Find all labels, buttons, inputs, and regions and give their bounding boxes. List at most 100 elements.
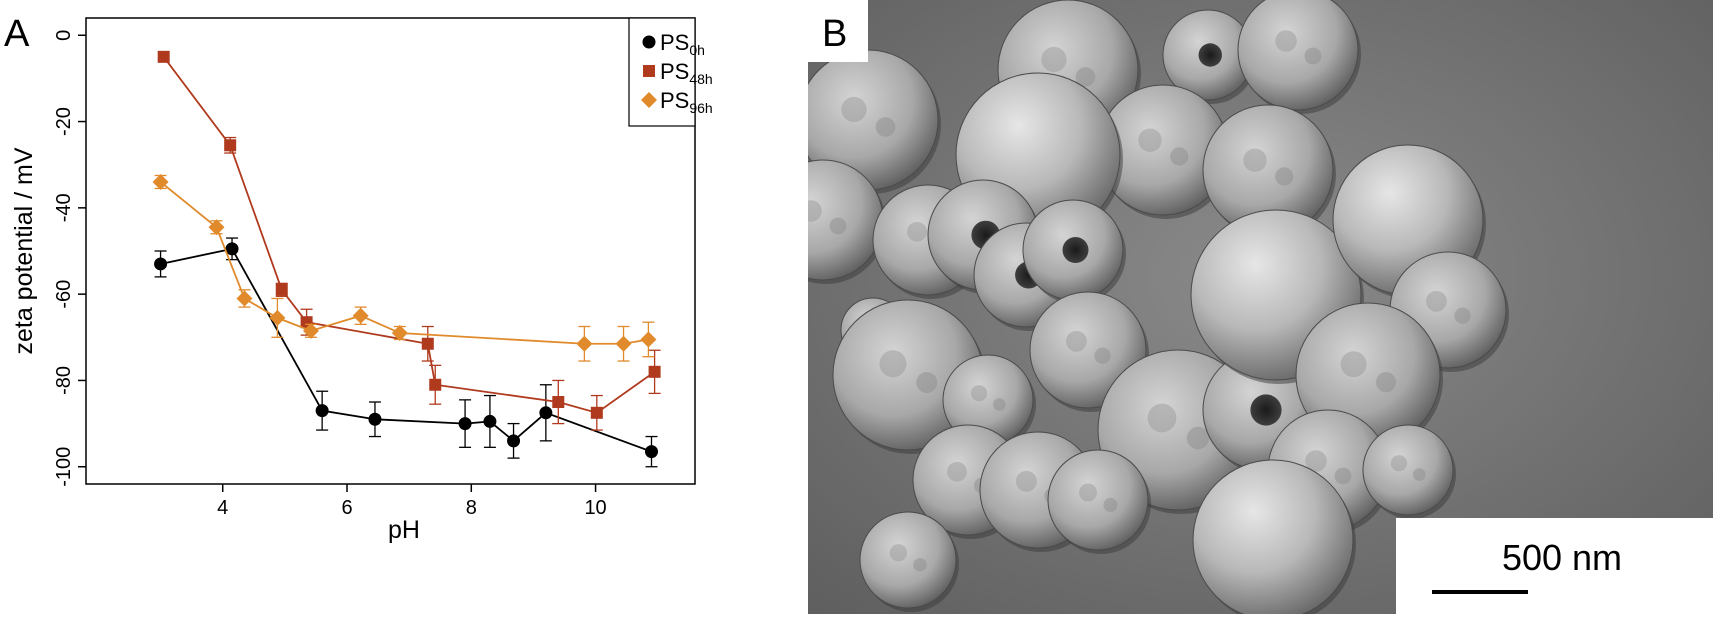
y-tick-label: -80 <box>53 366 75 395</box>
data-point <box>315 404 329 418</box>
particle-texture <box>992 398 1006 411</box>
particle-texture <box>1425 290 1447 312</box>
particle-texture <box>1147 403 1177 433</box>
y-tick-label: -60 <box>53 280 75 309</box>
scale-bar-label: 500 nm <box>1502 537 1622 578</box>
y-tick-label: 0 <box>53 30 75 41</box>
data-point <box>552 396 565 409</box>
legend-label: PS48h <box>660 59 713 87</box>
legend-marker <box>643 65 655 77</box>
particle-texture <box>1275 167 1294 186</box>
particle-texture <box>1015 470 1037 492</box>
data-point <box>224 139 237 152</box>
data-point <box>648 365 661 378</box>
data-point <box>302 322 319 339</box>
particle-texture <box>1305 450 1327 472</box>
legend-subscript: 0h <box>689 42 705 58</box>
particle-texture <box>1075 67 1096 87</box>
particle-texture <box>1275 30 1297 52</box>
particle-texture <box>1138 128 1162 152</box>
panel-letter-b-box <box>808 0 868 62</box>
x-tick-label: 8 <box>466 497 477 519</box>
series-line <box>162 56 656 414</box>
particle-texture <box>913 558 927 572</box>
x-tick-label: 10 <box>584 497 606 519</box>
rough-particle <box>1362 424 1456 519</box>
particle-texture <box>1079 483 1097 502</box>
particle-body <box>1362 424 1454 516</box>
legend-label: PS96h <box>660 88 713 116</box>
particle-texture <box>1170 147 1189 166</box>
particle-texture <box>1454 307 1471 324</box>
data-point <box>640 331 657 348</box>
particle-texture <box>1103 498 1118 512</box>
particle-texture <box>1304 47 1322 65</box>
particle-hole <box>1250 394 1282 426</box>
data-point <box>615 335 632 352</box>
data-point <box>645 445 658 459</box>
particle-hole <box>1062 237 1089 263</box>
data-point <box>154 257 168 271</box>
legend-marker <box>641 92 657 108</box>
series-0h <box>154 237 658 468</box>
data-point <box>458 417 472 431</box>
particle-texture <box>841 96 867 123</box>
data-point <box>352 307 369 324</box>
particle-texture <box>889 544 908 562</box>
rough-particle <box>797 49 941 194</box>
particle-texture <box>879 350 907 378</box>
rough-particle <box>1047 449 1151 554</box>
x-axis-label: pH <box>388 516 420 544</box>
data-point <box>225 242 239 256</box>
y-axis: 0 -20 -40 -60 -80 -100 <box>53 30 86 487</box>
x-axis: 4 6 8 10 <box>217 484 607 519</box>
particle-texture <box>947 461 967 482</box>
data-point <box>576 335 593 352</box>
zeta-potential-chart: A 0 -20 -40 -60 -80 -100 4 6 8 10 zeta potential… <box>4 13 713 544</box>
panel-letter-b: B <box>822 13 847 55</box>
x-tick-label: 6 <box>341 497 352 519</box>
series-line <box>160 181 649 345</box>
data-point <box>368 412 382 426</box>
particle-body <box>859 511 957 609</box>
smooth-particle <box>1192 459 1356 619</box>
series-96h <box>152 173 657 362</box>
holed-particle <box>1162 9 1256 104</box>
particle-texture <box>1065 330 1087 352</box>
sem-image: 500 nm B <box>762 0 1713 619</box>
particle-body <box>1047 449 1149 551</box>
scale-bar-box <box>1396 518 1713 614</box>
particle-body <box>1237 0 1359 111</box>
holed-particle <box>1022 199 1126 304</box>
series-48h <box>157 50 661 431</box>
data-point <box>429 378 442 391</box>
particle-texture <box>875 117 896 137</box>
data-point <box>236 290 253 307</box>
rough-particle <box>1202 104 1336 239</box>
series-line <box>160 247 652 453</box>
y-axis-label: zeta potential / mV <box>10 147 38 354</box>
plot-frame <box>85 17 696 485</box>
data-point <box>483 414 497 428</box>
particle-hole <box>1198 43 1222 67</box>
data-point <box>590 406 603 419</box>
y-tick-label: -100 <box>53 447 75 487</box>
particle-body <box>1192 459 1354 619</box>
rough-particle <box>859 511 959 612</box>
legend-marker <box>642 35 656 49</box>
particle-texture <box>1094 347 1111 364</box>
particle-texture <box>916 372 938 393</box>
legend-subscript: 96h <box>689 100 712 116</box>
particle-texture <box>1243 148 1267 172</box>
panel-letter-a: A <box>4 13 30 55</box>
y-tick-label: -20 <box>53 107 75 136</box>
rough-particle <box>1237 0 1361 114</box>
particle-texture <box>1340 351 1367 378</box>
panel-b: 500 nm B <box>762 0 1713 619</box>
particle-texture <box>1041 46 1067 73</box>
particle-texture <box>1390 455 1408 472</box>
particle-texture <box>1186 426 1210 450</box>
particle-texture <box>1334 467 1352 485</box>
particle-texture <box>907 221 927 242</box>
